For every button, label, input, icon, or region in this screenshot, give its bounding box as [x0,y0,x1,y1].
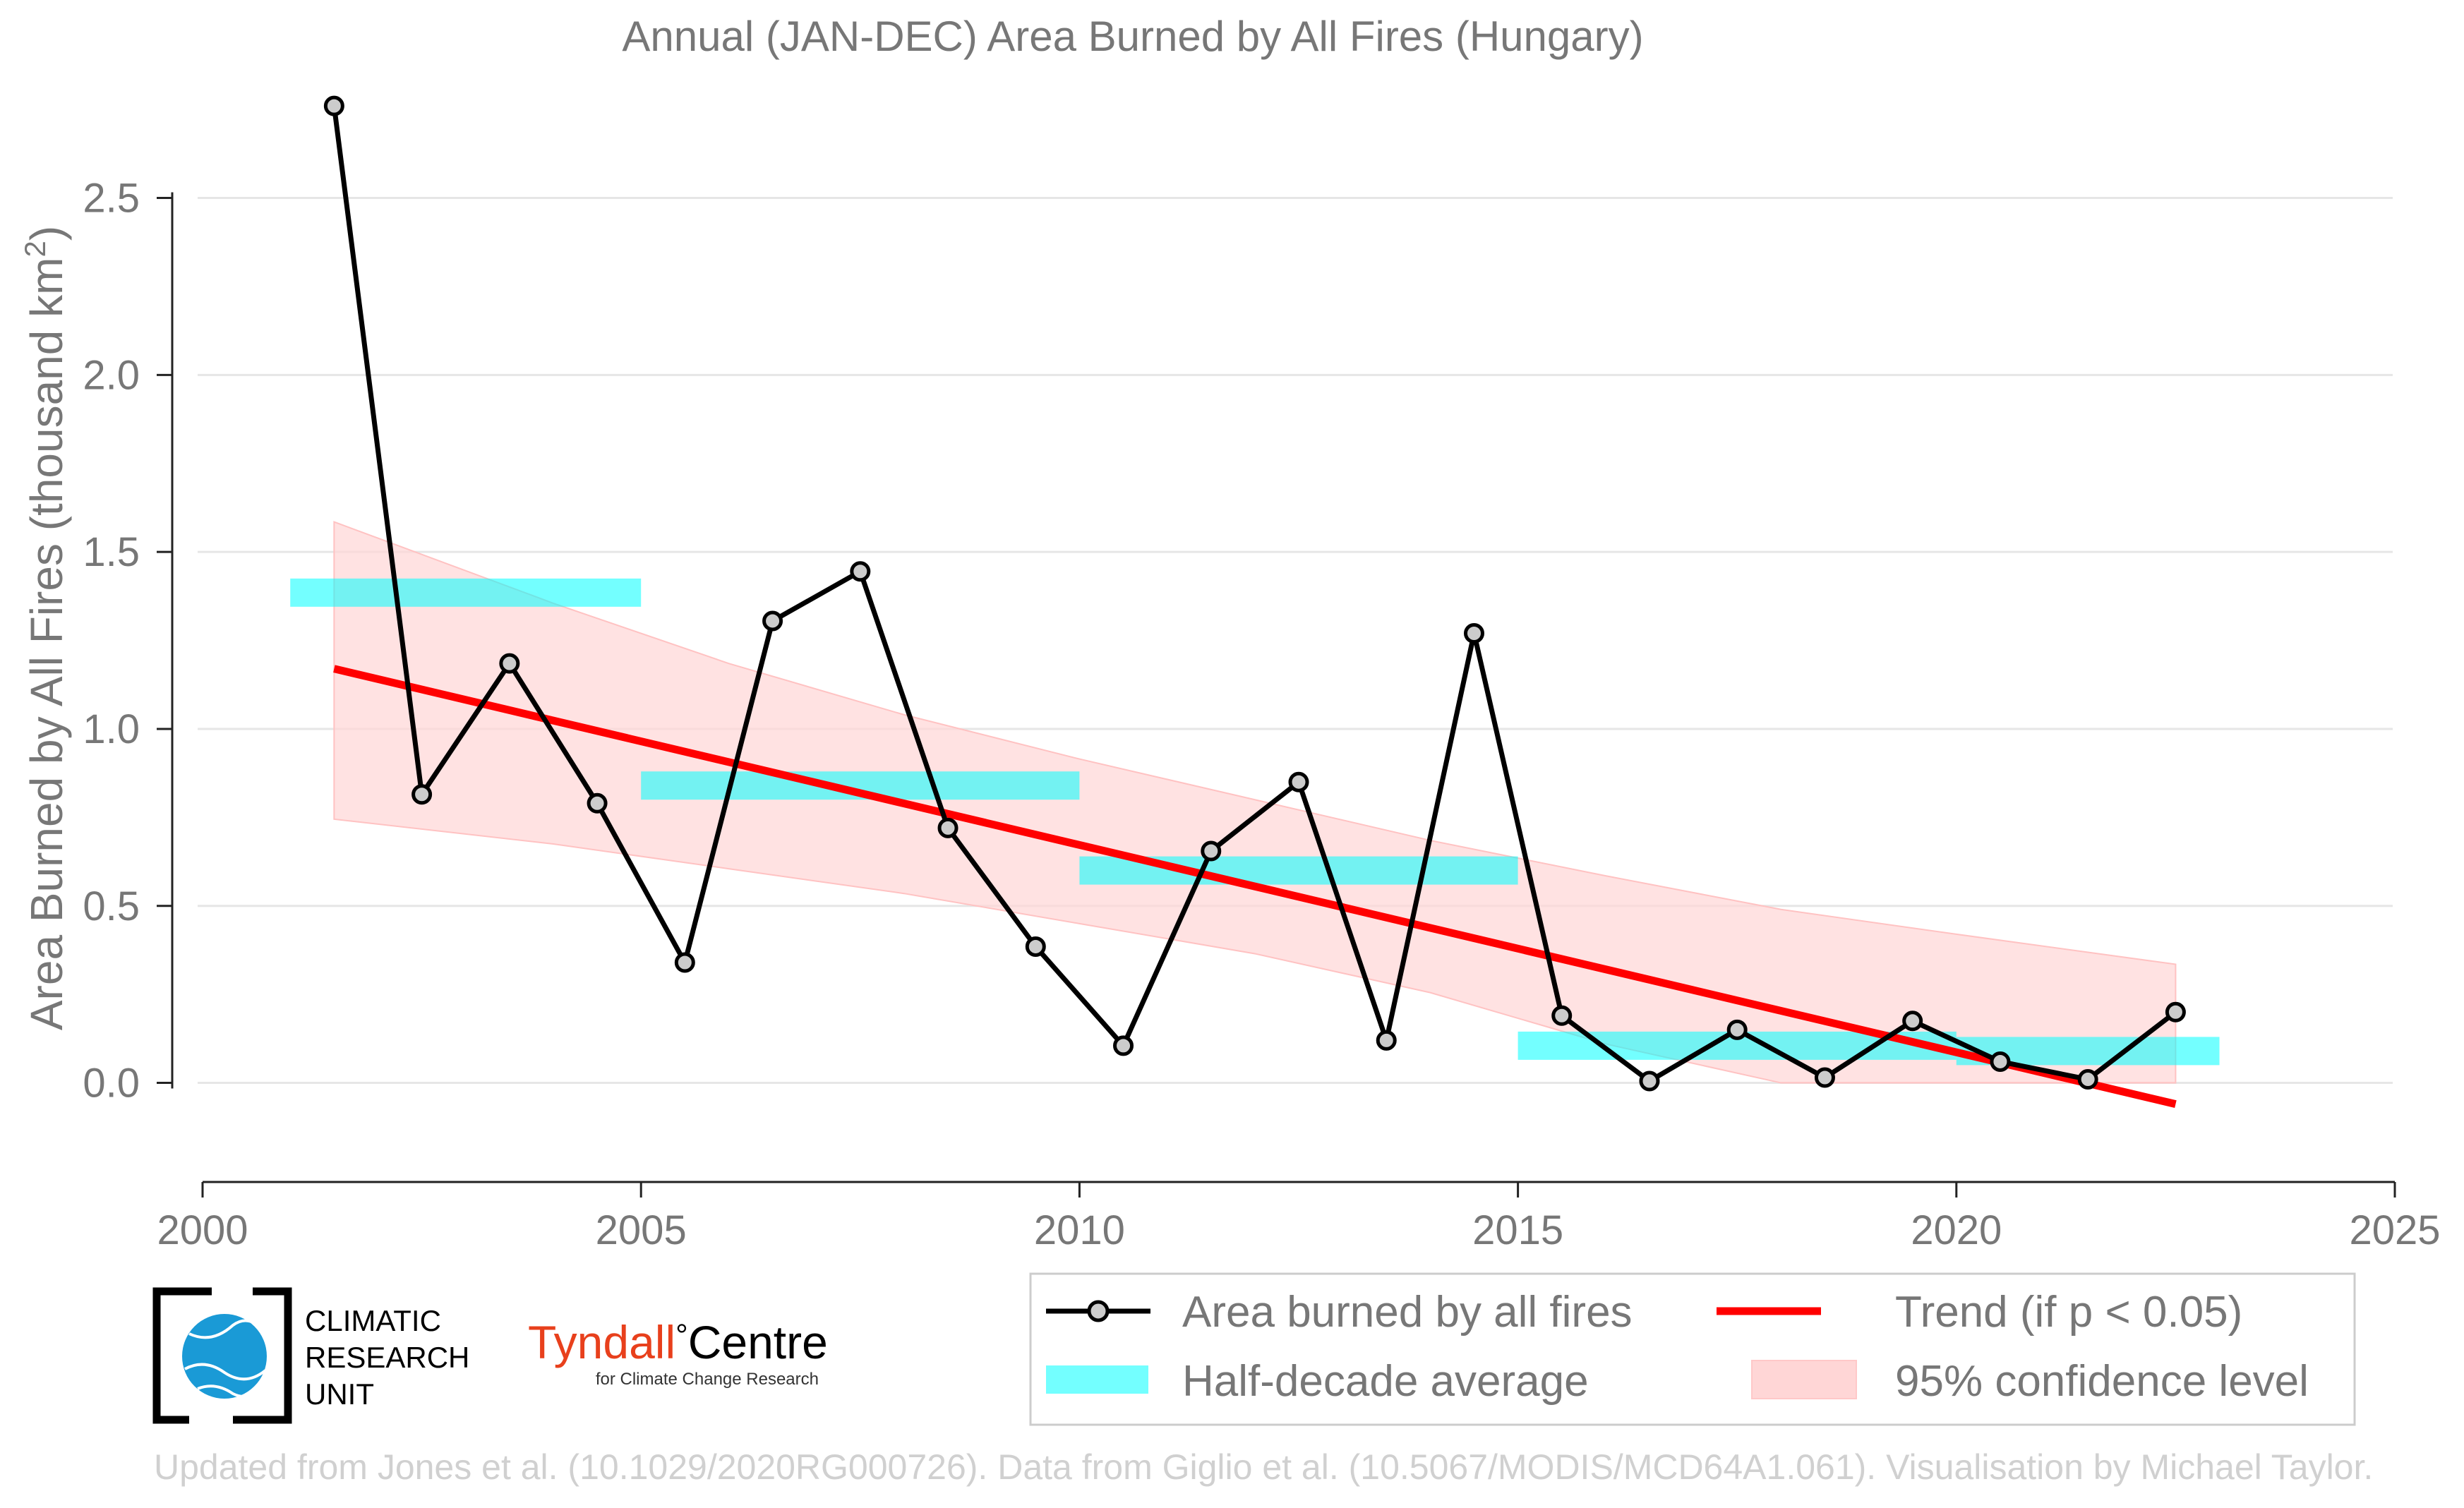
data-point [2077,1069,2098,1090]
annual-series-layer [323,95,2186,1092]
data-point [499,653,520,674]
tyndall-logo-name: Tyndall [528,1316,675,1368]
data-point [587,792,608,814]
legend-symbol-annual-marker [1087,1300,1110,1322]
data-point [1288,771,1309,792]
x-tick-label: 2000 [157,1207,248,1253]
cru-logo-line-2: RESEARCH [305,1341,469,1374]
data-point [1025,936,1046,957]
x-tick-label: 2025 [2349,1207,2440,1253]
data-point [937,817,958,838]
trend-layer [333,665,2177,1109]
legend-symbol-confidence [1751,1360,1857,1399]
data-point [1113,1035,1134,1056]
x-tick-label: 2020 [1911,1207,2002,1253]
legend-label-half-decade: Half-decade average [1182,1357,1589,1406]
data-point [1902,1011,1923,1032]
data-point [1726,1019,1748,1040]
data-point [1639,1070,1660,1092]
y-axis-label-main: Area Burned by All Fires (thousand km [21,258,72,1031]
cru-logo: CLIMATIC RESEARCH UNIT [152,1287,469,1424]
data-point [762,610,783,632]
tyndall-logo: Tyndall°Centre for Climate Change Resear… [528,1316,828,1389]
y-axis-label-superscript: 2 [18,241,52,257]
data-point [411,784,433,805]
legend: Area burned by all fires Trend (if p < 0… [1029,1272,2356,1426]
data-point [1551,1005,1573,1026]
data-point [674,952,695,973]
data-point [1463,623,1484,644]
trend-line [333,665,2177,1109]
data-point [850,561,871,582]
x-tick-label: 2015 [1472,1207,1563,1253]
legend-label-annual: Area burned by all fires [1182,1288,1633,1337]
tyndall-logo-centre: Centre [688,1316,828,1368]
cru-logo-line-3: UNIT [305,1377,374,1411]
y-tick-label: 0.0 [83,1061,140,1106]
data-point [1814,1067,1835,1088]
data-point [2165,1001,2186,1023]
annual-line [331,105,2177,1084]
data-point [1990,1051,2011,1072]
cru-logo-bracket-left [152,1287,212,1424]
globe-icon-contour [197,1385,258,1398]
y-tick-label: 1.0 [83,706,140,752]
x-tick-labels: 2000 2005 2010 2015 2020 2025 [157,1207,2440,1253]
cru-logo-line-1: CLIMATIC [305,1304,441,1337]
x-tick-label: 2010 [1034,1207,1125,1253]
chart-title: Annual (JAN-DEC) Area Burned by All Fire… [622,13,1643,60]
data-point [1201,840,1222,862]
globe-icon [182,1314,267,1399]
legend-label-trend: Trend (if p < 0.05) [1895,1288,2242,1337]
tyndall-logo-subtitle: for Climate Change Research [596,1370,819,1389]
x-tick-label: 2005 [596,1207,687,1253]
legend-symbol-half-decade [1046,1365,1148,1394]
half-decade-bar [290,578,642,607]
tyndall-logo-degree: ° [675,1318,688,1353]
globe-icon-contour [184,1363,267,1381]
data-point [323,95,344,116]
footer-credits: Updated from Jones et al. (10.1029/2020R… [154,1447,2374,1487]
axes [157,192,2396,1198]
tyndall-logo-text: Tyndall°Centre [528,1316,828,1368]
confidence-band [333,521,2177,1084]
y-tick-label: 2.5 [83,176,140,222]
y-axis-label-close: ) [21,226,72,241]
confidence-band-layer [333,521,2177,1084]
y-axis-label: Area Burned by All Fires (thousand km2) [18,226,72,1030]
data-point [1376,1030,1397,1051]
cru-logo-bracket-right [233,1287,292,1424]
legend-label-confidence: 95% confidence level [1895,1357,2309,1406]
globe-icon-contour [188,1319,264,1339]
y-tick-label: 1.5 [83,529,140,575]
y-tick-label: 2.0 [83,352,140,398]
y-tick-labels: 0.0 0.5 1.0 1.5 2.0 2.5 [83,176,140,1106]
y-tick-label: 0.5 [83,883,140,929]
legend-box [1029,1272,2356,1426]
